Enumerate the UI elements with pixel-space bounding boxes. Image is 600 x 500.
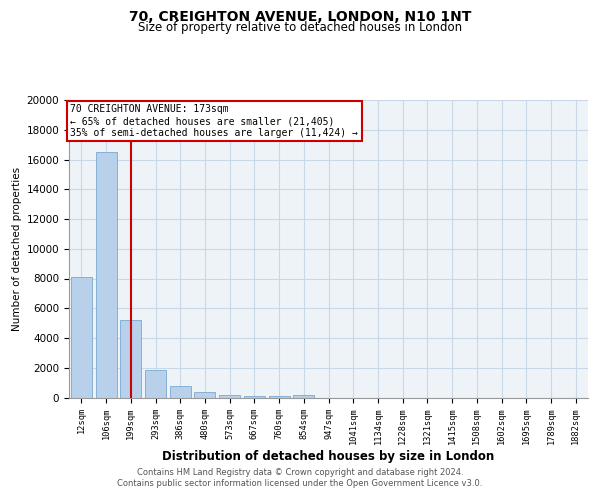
Bar bbox=[95, 152, 116, 398]
Bar bbox=[120, 320, 141, 398]
Bar bbox=[219, 394, 240, 398]
Bar bbox=[194, 392, 215, 398]
Bar bbox=[293, 396, 314, 398]
Text: 70, CREIGHTON AVENUE, LONDON, N10 1NT: 70, CREIGHTON AVENUE, LONDON, N10 1NT bbox=[129, 10, 471, 24]
Y-axis label: Number of detached properties: Number of detached properties bbox=[13, 166, 22, 331]
Bar bbox=[145, 370, 166, 398]
X-axis label: Distribution of detached houses by size in London: Distribution of detached houses by size … bbox=[163, 450, 494, 462]
Text: 70 CREIGHTON AVENUE: 173sqm
← 65% of detached houses are smaller (21,405)
35% of: 70 CREIGHTON AVENUE: 173sqm ← 65% of det… bbox=[70, 104, 358, 138]
Bar bbox=[170, 386, 191, 398]
Bar bbox=[71, 277, 92, 398]
Bar bbox=[269, 396, 290, 398]
Bar bbox=[244, 396, 265, 398]
Text: Size of property relative to detached houses in London: Size of property relative to detached ho… bbox=[138, 21, 462, 34]
Text: Contains HM Land Registry data © Crown copyright and database right 2024.
Contai: Contains HM Land Registry data © Crown c… bbox=[118, 468, 482, 487]
